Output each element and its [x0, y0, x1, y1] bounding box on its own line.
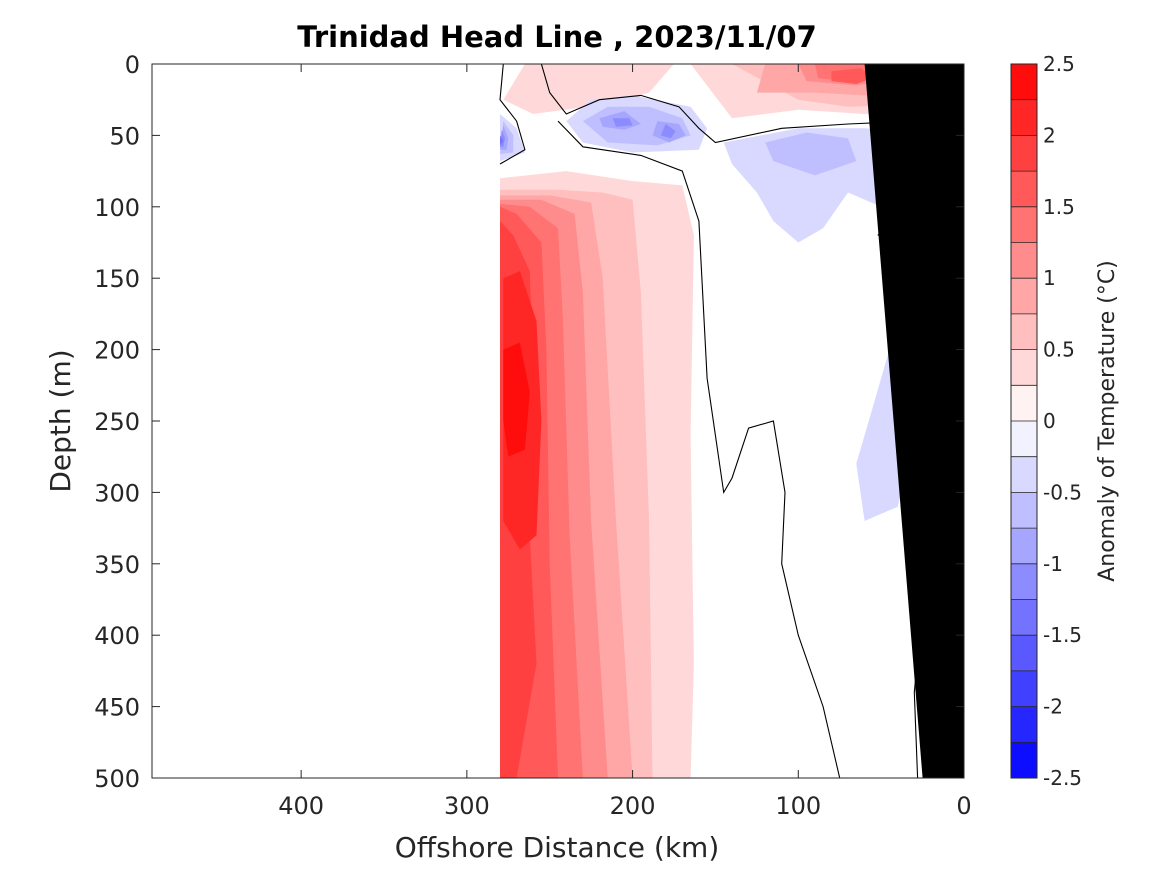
colorbar-tick-label: 1.5 [1043, 195, 1075, 219]
x-tick-label: 400 [278, 792, 324, 820]
colorbar-tick-label: -0.5 [1043, 480, 1082, 504]
y-tick-label: 500 [94, 765, 140, 793]
x-tick-label: 300 [444, 792, 490, 820]
zero-contour-0 [499, 64, 526, 165]
chart-title: Trinidad Head Line , 2023/11/07 [297, 20, 817, 54]
y-tick-label: 50 [109, 122, 140, 150]
colorbar-label: Anomaly of Temperature (°C) [1095, 260, 1120, 582]
y-axis-label: Depth (m) [44, 349, 77, 492]
anomaly-region-29 [660, 124, 676, 139]
x-tick-label: 200 [610, 792, 656, 820]
colorbar-band [1011, 64, 1037, 101]
colorbar-band [1011, 206, 1037, 243]
anomaly-region-15 [503, 342, 530, 457]
colorbar-band [1011, 421, 1037, 458]
colorbar-band [1011, 349, 1037, 386]
x-axis-ticks: 400 300 200 100 0 [278, 64, 972, 820]
colorbar-tick-label: -1.5 [1043, 623, 1082, 647]
colorbar-tick-label: -1 [1043, 552, 1063, 576]
plot-area [152, 64, 964, 778]
anomaly-region-12 [831, 68, 873, 84]
colorbar-band [1011, 313, 1037, 351]
anomaly-region-22 [765, 132, 857, 176]
anomaly-region-1 [503, 64, 674, 114]
colorbar-band [1011, 492, 1037, 529]
x-axis-label: Offshore Distance (km) [395, 831, 720, 864]
y-tick-label: 200 [94, 337, 140, 365]
y-tick-label: 100 [94, 194, 140, 222]
colorbar-tick-label: 1 [1043, 266, 1056, 290]
colorbar-band [1011, 135, 1037, 172]
colorbar-band [1011, 706, 1037, 743]
zero-contour-2 [557, 120, 841, 778]
y-tick-label: 250 [94, 408, 140, 436]
y-tick-label: 350 [94, 551, 140, 579]
colorbar-band [1011, 278, 1037, 315]
colorbar-tick-label: 0 [1043, 409, 1056, 433]
colorbar-band [1011, 385, 1037, 422]
colorbar-band [1011, 635, 1037, 672]
colorbar-tick-label: 2.5 [1043, 52, 1075, 76]
seafloor-bathymetry [864, 64, 964, 778]
colorbar-band [1011, 242, 1037, 279]
colorbar-ticks: 2.5 2 1.5 1 0.5 0 -0.5 -1 -1.5 -2 -2.5 [1043, 52, 1082, 790]
colorbar-tick-label: -2 [1043, 695, 1063, 719]
colorbar-band [1011, 456, 1037, 493]
colorbar-tick-label: 2 [1043, 123, 1056, 147]
anomaly-fill-layer [500, 64, 948, 778]
colorbar-band [1011, 171, 1037, 208]
colorbar: 2.5 2 1.5 1 0.5 0 -0.5 -1 -1.5 -2 -2.5 Anomaly of … [1010, 52, 1120, 790]
anomaly-region-30 [500, 135, 504, 146]
colorbar-band [1011, 99, 1037, 136]
colorbar-band [1011, 670, 1037, 708]
y-tick-label: 0 [125, 51, 140, 79]
colorbar-tick-label: -2.5 [1043, 766, 1082, 790]
y-tick-label: 150 [94, 265, 140, 293]
y-tick-label: 450 [94, 694, 140, 722]
x-tick-label: 100 [775, 792, 821, 820]
y-axis-ticks: 0 50 100 150 200 250 300 350 400 450 500 [94, 51, 964, 793]
colorbar-frame [1010, 63, 1038, 779]
y-tick-label: 300 [94, 479, 140, 507]
y-tick-label: 400 [94, 622, 140, 650]
colorbar-band [1011, 742, 1037, 779]
colorbar-band [1011, 599, 1037, 636]
colorbar-bands [1011, 64, 1037, 779]
colorbar-tick-label: 0.5 [1043, 338, 1075, 362]
x-tick-label: 0 [956, 792, 971, 820]
anomaly-region-28 [612, 118, 633, 127]
colorbar-band [1011, 528, 1037, 565]
colorbar-band [1011, 563, 1037, 600]
